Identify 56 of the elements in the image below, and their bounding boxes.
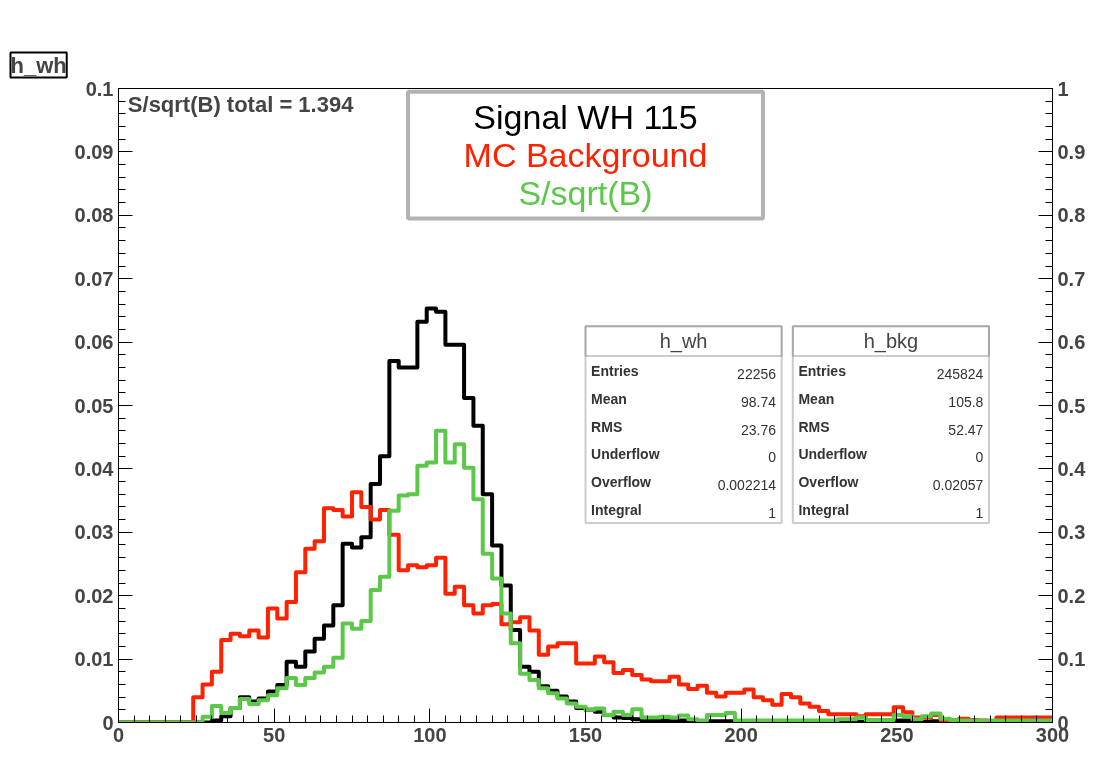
annotation: 98.74 — [741, 394, 777, 410]
y-tick-label: 0.03 — [74, 521, 114, 544]
annotation: 52.47 — [948, 421, 984, 438]
annotation: Underflow — [798, 446, 867, 463]
annotation: 245824 — [936, 366, 984, 383]
annotation: Overflow — [591, 474, 652, 491]
y-tick-label: 0.08 — [74, 204, 114, 227]
annotation: 105.8 — [948, 394, 984, 410]
y2-tick-label: 0.3 — [1057, 521, 1086, 544]
annotation: RMS — [591, 418, 623, 435]
y-tick-label: 0.07 — [74, 267, 114, 290]
annotation: Integral — [591, 501, 642, 518]
y2-tick-label: 0.9 — [1057, 140, 1086, 163]
x-tick-label: 200 — [724, 723, 758, 746]
annotation: 0.02057 — [932, 477, 984, 494]
y2-tick-label: 0.6 — [1057, 331, 1086, 354]
chart-title: h_wh — [10, 52, 67, 78]
y-tick-label: 0.1 — [85, 77, 114, 100]
annotation: Overflow — [798, 474, 859, 491]
annotation: Mean — [798, 391, 835, 407]
annotation: Mean — [591, 391, 627, 407]
text: MC Background — [463, 136, 708, 175]
annotation: h_bkg — [863, 329, 919, 353]
y-tick-label: 0.05 — [74, 394, 114, 417]
y2-tick-label: 0.5 — [1057, 394, 1086, 417]
annotation: 1 — [975, 504, 984, 521]
y2-tick-label: 0.2 — [1057, 584, 1086, 607]
annotation: 22256 — [737, 366, 777, 383]
annotation: S/sqrt(B) total = 1.394 — [127, 92, 355, 118]
annotation: 0 — [768, 449, 777, 466]
annotation: 0.002214 — [717, 477, 777, 494]
y2-tick-label: 0.4 — [1057, 457, 1087, 480]
annotation: Entries — [798, 363, 847, 380]
annotation: h_wh — [659, 329, 708, 353]
annotation: RMS — [798, 418, 830, 435]
annotation: 23.76 — [741, 421, 777, 438]
y-tick-label: 0.09 — [74, 140, 114, 163]
annotation: 0 — [975, 449, 984, 466]
y2-tick-label: 1 — [1057, 77, 1069, 100]
annotation: 1 — [768, 504, 777, 521]
annotation: Underflow — [591, 446, 660, 463]
text: Signal WH 115 — [473, 98, 698, 137]
annotation: Integral — [798, 501, 850, 518]
y-tick-label: 0.04 — [74, 457, 115, 480]
y2-tick-label: 0.7 — [1057, 267, 1086, 290]
x-tick-label: 50 — [263, 723, 286, 746]
x-tick-label: 250 — [880, 723, 914, 746]
text: S/sqrt(B) — [518, 174, 653, 213]
x-tick-label: 100 — [413, 723, 447, 746]
y2-tick-label: 0.1 — [1057, 648, 1086, 671]
y-tick-label: 0.02 — [74, 584, 114, 607]
x-tick-label: 150 — [568, 723, 603, 746]
y-tick-label: 0.06 — [74, 331, 114, 354]
annotation: Entries — [591, 363, 639, 380]
y-tick-label: 0.01 — [74, 648, 114, 671]
y2-tick-label: 0.8 — [1057, 204, 1086, 227]
